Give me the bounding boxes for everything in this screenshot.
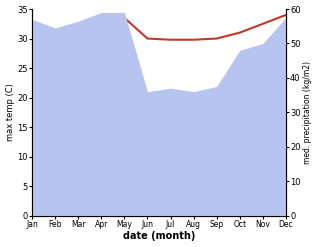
X-axis label: date (month): date (month) [123, 231, 195, 242]
Y-axis label: max temp (C): max temp (C) [5, 83, 15, 141]
Y-axis label: med. precipitation (kg/m2): med. precipitation (kg/m2) [303, 61, 313, 164]
